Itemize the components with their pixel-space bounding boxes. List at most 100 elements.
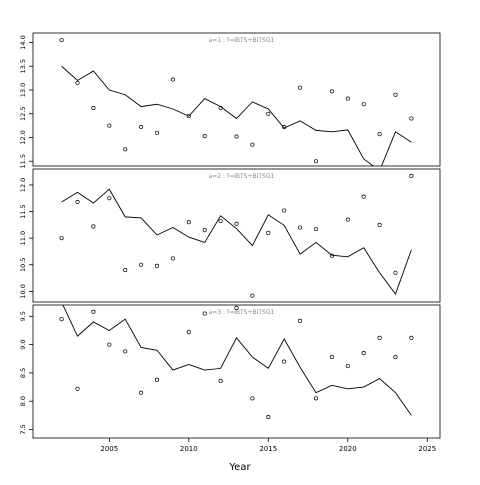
panel-frame (32, 32, 441, 167)
data-point (313, 396, 319, 401)
data-point (409, 116, 414, 121)
data-point (59, 317, 64, 322)
data-point (266, 415, 271, 420)
y-tick-label: 7.5 (19, 424, 27, 434)
plot-area (59, 173, 414, 298)
data-point (345, 96, 350, 101)
data-point (361, 102, 366, 107)
data-point (298, 85, 303, 90)
data-point (91, 106, 96, 111)
y-tick-label: 10.0 (19, 284, 27, 298)
data-point (266, 111, 271, 116)
data-point (377, 335, 382, 340)
data-point (282, 359, 287, 364)
data-point (313, 227, 319, 232)
data-point (75, 199, 80, 205)
y-tick-label: 10.5 (19, 258, 27, 272)
panel-title: a=2 : f=IBTS+BITSQ1 (209, 173, 275, 180)
data-point (170, 256, 175, 261)
x-tick-label: 2005 (100, 445, 118, 453)
data-point (250, 142, 255, 147)
panel-frame (32, 168, 441, 303)
data-point (282, 208, 287, 213)
data-point (377, 132, 382, 137)
data-point (91, 309, 96, 314)
data-point (202, 228, 207, 233)
panel-title: a=3 : f=IBTS+BITSQ1 (209, 309, 275, 316)
data-point (393, 92, 398, 97)
data-point (202, 134, 207, 139)
plot-area (59, 38, 414, 166)
x-tick-label: 2020 (339, 445, 357, 453)
plot-area (59, 305, 414, 451)
data-point (107, 342, 112, 347)
data-point (393, 355, 398, 360)
data-point (107, 123, 112, 128)
panel-title: a=1 : f=IBTS+BITSQ1 (209, 37, 275, 44)
panel-2: a=2 : f=IBTS+BITSQ1 10.0 10.5 11.0 11.5 12.0 (19, 168, 441, 303)
data-point (139, 262, 144, 267)
data-point (234, 221, 239, 226)
y-tick-label: 9.5 (19, 311, 27, 321)
data-point (154, 263, 160, 268)
series-line (62, 305, 412, 416)
panel-3: a=3 : f=IBTS+BITSQ1 7.5 8.0 8.5 9.0 9.5 (19, 304, 441, 451)
data-point (154, 377, 160, 382)
data-point (218, 219, 223, 224)
data-point (171, 448, 174, 451)
y-tick-label: 9.0 (19, 339, 27, 349)
data-point (154, 130, 160, 135)
y-tick-label: 14.0 (19, 35, 27, 49)
data-point (75, 386, 80, 391)
data-point (393, 270, 398, 275)
data-point (266, 230, 271, 235)
data-point (186, 114, 191, 119)
y-tick-label: 12.5 (19, 107, 27, 121)
data-point (250, 293, 255, 298)
data-point (202, 311, 207, 316)
data-point (123, 349, 128, 354)
data-point (91, 224, 96, 229)
data-point (409, 335, 414, 340)
y-tick-label: 11.0 (19, 231, 27, 245)
data-point (250, 396, 255, 401)
data-point (186, 220, 191, 225)
x-tick-label: 2025 (418, 445, 436, 453)
x-axis: 2005 2010 2015 2020 2025 (100, 438, 436, 453)
panels-layer: a=1 : f=IBTS+BITSQ1 11.5 12.0 12.5 13.0 13.5 1… (19, 32, 441, 451)
data-point (329, 253, 334, 258)
data-point (139, 125, 144, 130)
data-point (107, 196, 112, 201)
y-tick-label: 13.0 (19, 83, 27, 97)
data-point (345, 364, 350, 369)
data-point (75, 80, 80, 85)
data-point (361, 194, 366, 199)
data-point (345, 217, 350, 222)
x-tick-label: 2010 (180, 445, 198, 453)
data-point (313, 159, 319, 164)
data-point (123, 268, 128, 273)
data-point (298, 225, 303, 230)
data-point (329, 89, 334, 94)
y-tick-label: 11.5 (19, 204, 27, 218)
x-tick-label: 2015 (259, 445, 277, 453)
data-point (218, 106, 223, 111)
data-point (361, 351, 366, 356)
data-point (186, 330, 191, 335)
data-point (139, 390, 144, 395)
y-tick-label: 8.0 (19, 396, 27, 406)
data-point (329, 355, 334, 360)
y-tick-label: 13.5 (19, 59, 27, 73)
y-tick-label: 12.0 (19, 130, 27, 144)
data-point (282, 125, 287, 130)
data-point (234, 134, 239, 139)
y-tick-label: 12.0 (19, 178, 27, 192)
data-point (123, 147, 128, 152)
data-point (218, 378, 223, 383)
data-point (409, 173, 414, 178)
data-point (170, 77, 175, 82)
data-point (377, 222, 382, 227)
x-axis-label: Year (228, 462, 251, 473)
